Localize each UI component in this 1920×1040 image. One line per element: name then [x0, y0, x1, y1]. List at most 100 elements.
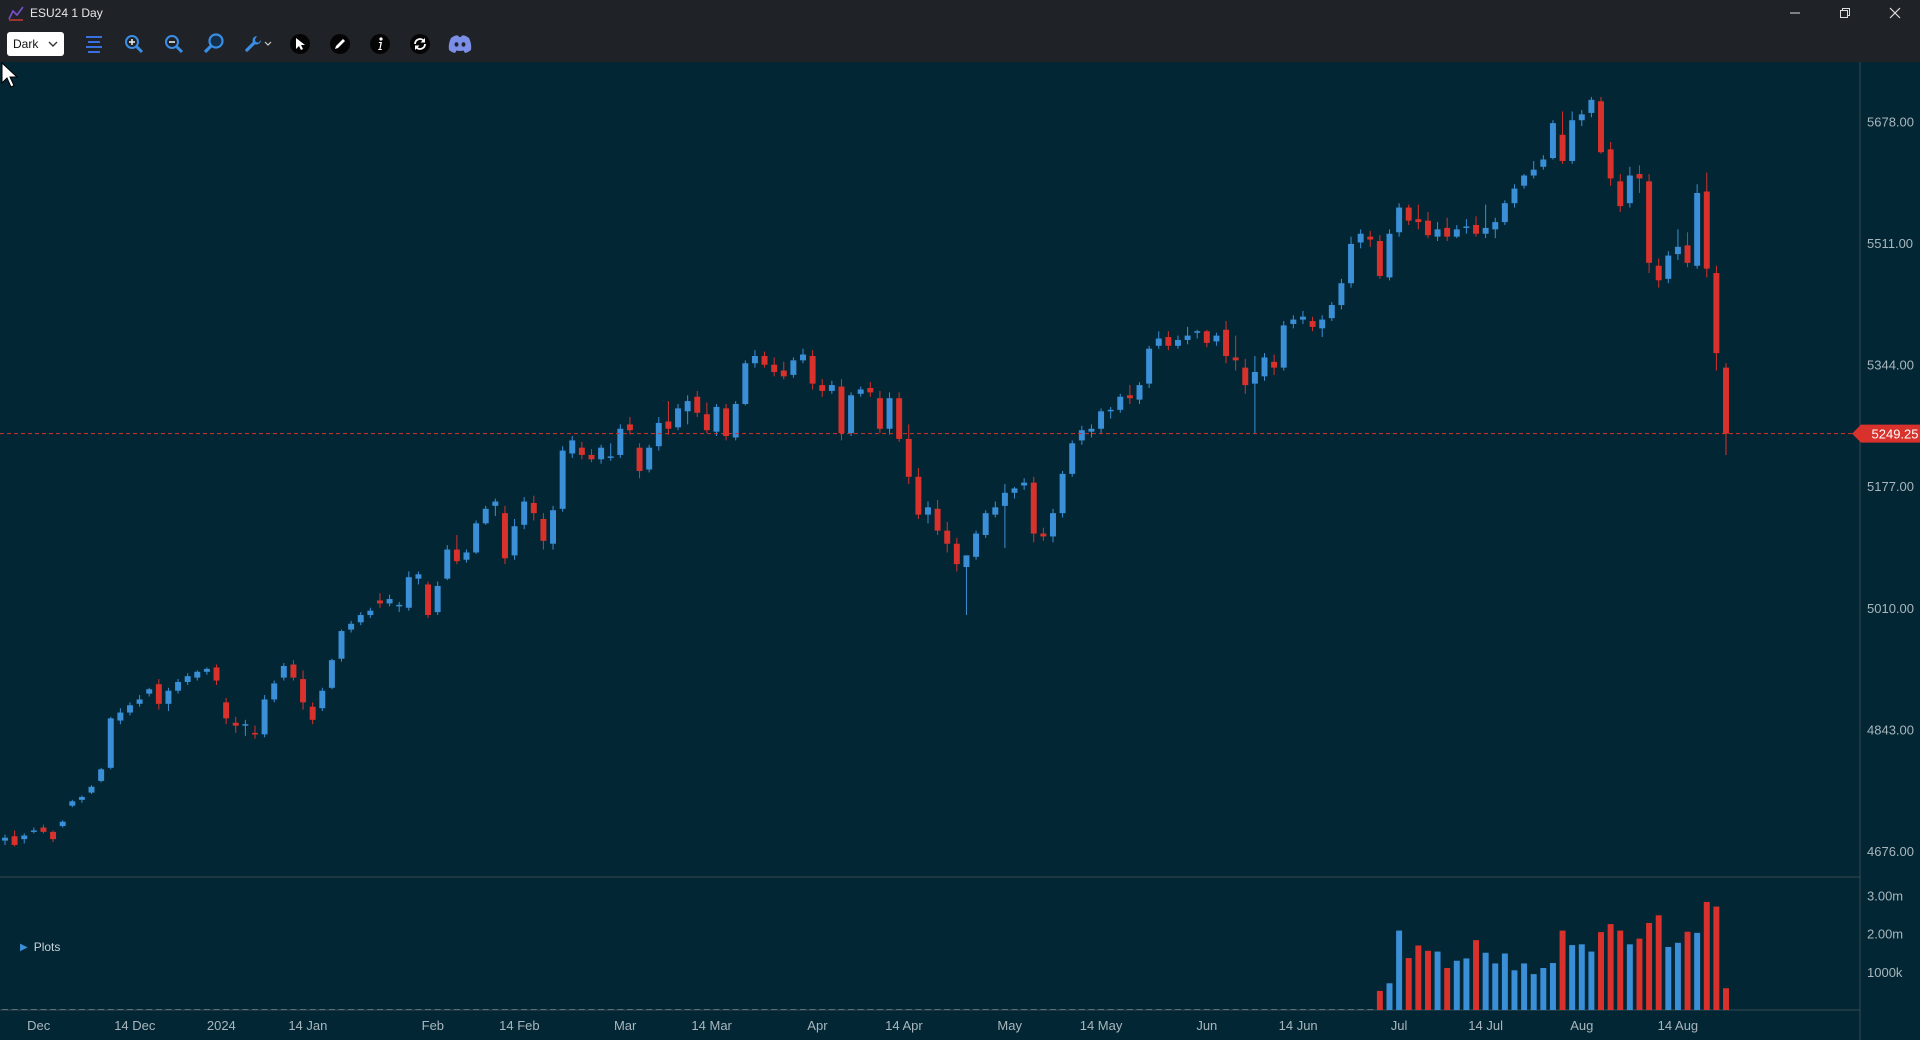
- candle: [1309, 316, 1316, 332]
- candle: [915, 468, 922, 519]
- volume-bar: [694, 1009, 701, 1010]
- candle-body: [319, 690, 326, 709]
- info-button[interactable]: [360, 28, 400, 60]
- chart-area[interactable]: 5678.00 5511.00 5344.00 5177.00 5010.00 4843.…: [0, 62, 1920, 1040]
- volume-bar: [1607, 924, 1614, 1010]
- volume-bar: [98, 1009, 105, 1010]
- refresh-button[interactable]: [400, 28, 440, 60]
- zoom-out-button[interactable]: [154, 28, 194, 60]
- candle-body: [11, 836, 18, 845]
- candle: [953, 537, 960, 572]
- candle-body: [1367, 236, 1374, 240]
- candle: [1117, 393, 1124, 413]
- volume-bar: [194, 1009, 201, 1010]
- volume-bar: [1684, 931, 1691, 1010]
- candle-body: [1713, 273, 1720, 354]
- candle: [473, 520, 480, 554]
- candle: [59, 820, 66, 828]
- candle-body: [1251, 371, 1258, 384]
- candle: [1453, 225, 1460, 239]
- candle-body: [617, 428, 624, 455]
- candle: [1501, 200, 1508, 225]
- candle-body: [1338, 283, 1345, 306]
- plots-toggle[interactable]: ▶ Plots: [20, 940, 60, 954]
- time-tick-label: Feb: [422, 1018, 444, 1033]
- candle-body: [473, 523, 480, 553]
- candle: [1626, 166, 1633, 208]
- pointer-button[interactable]: [280, 28, 320, 60]
- candle: [1021, 478, 1028, 490]
- candle-body: [780, 370, 787, 377]
- candle: [1521, 174, 1528, 189]
- pencil-button[interactable]: [320, 28, 360, 60]
- candle: [1665, 251, 1672, 284]
- candle: [1559, 111, 1566, 164]
- plots-label: Plots: [33, 940, 61, 954]
- volume-bar: [1126, 1009, 1133, 1010]
- candle: [203, 667, 210, 675]
- volume-bar: [973, 1009, 980, 1010]
- minimize-button[interactable]: [1770, 0, 1820, 26]
- candle: [934, 500, 941, 535]
- magnifier-button[interactable]: [194, 28, 234, 60]
- candle-body: [1299, 316, 1306, 320]
- close-button[interactable]: [1870, 0, 1920, 26]
- candle: [213, 664, 220, 685]
- menu-button[interactable]: [74, 28, 114, 60]
- candle: [444, 545, 451, 581]
- candle: [694, 390, 701, 418]
- candle-body: [251, 732, 258, 735]
- volume-bar: [1203, 1009, 1210, 1010]
- discord-button[interactable]: [440, 28, 480, 60]
- candlestick-chart[interactable]: 5678.00 5511.00 5344.00 5177.00 5010.00 4843.…: [0, 62, 1920, 1040]
- candle-body: [1290, 319, 1297, 324]
- restore-button[interactable]: [1820, 0, 1870, 26]
- candle-body: [405, 577, 412, 608]
- candle: [790, 357, 797, 378]
- candle-body: [1069, 443, 1076, 474]
- candle: [1434, 222, 1441, 242]
- candle: [1203, 329, 1210, 348]
- volume-bar: [136, 1009, 143, 1010]
- volume-tick-label: 1000k: [1867, 965, 1903, 980]
- candle: [742, 360, 749, 406]
- tools-dropdown-button[interactable]: [234, 28, 280, 60]
- candle-body: [1376, 241, 1383, 276]
- volume-bar: [521, 1009, 528, 1010]
- candle: [1415, 204, 1422, 230]
- volume-bar: [2, 1009, 8, 1010]
- candle-body: [1694, 192, 1701, 266]
- theme-select[interactable]: Dark: [7, 32, 64, 56]
- candle-body: [1386, 233, 1393, 278]
- time-tick-label: Mar: [614, 1018, 637, 1033]
- candle: [800, 348, 806, 364]
- candle-body: [1674, 246, 1681, 255]
- candle-body: [588, 454, 595, 460]
- candle: [1703, 172, 1710, 278]
- volume-bar: [857, 1009, 864, 1010]
- volume-bar: [617, 1009, 624, 1010]
- candle-body: [1540, 159, 1547, 167]
- volume-bar: [11, 1009, 18, 1010]
- volume-bar: [1213, 1009, 1220, 1010]
- candle-body: [59, 821, 66, 827]
- candle-body: [1271, 361, 1278, 368]
- candle-body: [1549, 123, 1556, 159]
- candle: [944, 521, 951, 553]
- candle-body: [1357, 233, 1364, 243]
- refresh-icon: [410, 34, 430, 54]
- zoom-in-button[interactable]: [114, 28, 154, 60]
- candle: [607, 443, 614, 461]
- price-axis: 5678.00 5511.00 5344.00 5177.00 5010.00 4843.…: [1867, 115, 1914, 859]
- candle-body: [444, 549, 451, 579]
- candle: [1424, 211, 1431, 239]
- candle: [300, 670, 307, 710]
- candle-body: [300, 679, 307, 703]
- candle: [21, 833, 28, 844]
- volume-bar: [1223, 1009, 1230, 1010]
- price-tick-label: 4843.00: [1867, 722, 1914, 737]
- candle: [578, 441, 585, 460]
- volume-bar: [963, 1009, 970, 1010]
- volume-bar: [386, 1009, 393, 1010]
- candle: [415, 571, 422, 585]
